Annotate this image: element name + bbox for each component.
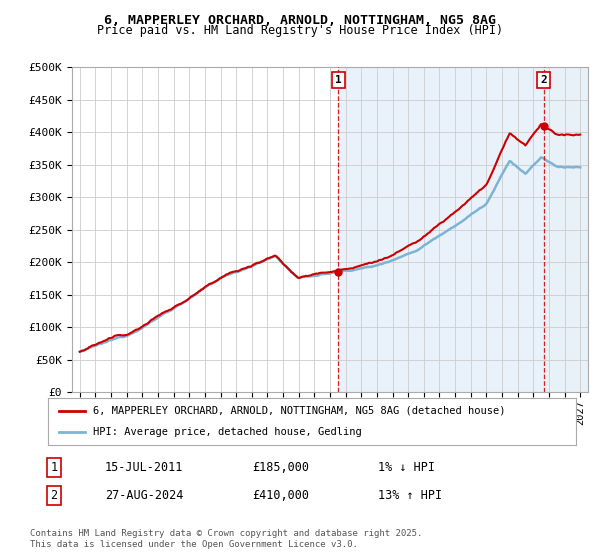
Text: £410,000: £410,000 xyxy=(252,489,309,502)
Text: 27-AUG-2024: 27-AUG-2024 xyxy=(105,489,184,502)
Text: 1: 1 xyxy=(50,461,58,474)
Bar xyxy=(544,67,588,392)
Text: 6, MAPPERLEY ORCHARD, ARNOLD, NOTTINGHAM, NG5 8AG (detached house): 6, MAPPERLEY ORCHARD, ARNOLD, NOTTINGHAM… xyxy=(93,406,505,416)
Text: Contains HM Land Registry data © Crown copyright and database right 2025.
This d: Contains HM Land Registry data © Crown c… xyxy=(30,529,422,549)
Text: 13% ↑ HPI: 13% ↑ HPI xyxy=(378,489,442,502)
Text: 15-JUL-2011: 15-JUL-2011 xyxy=(105,461,184,474)
Text: 1: 1 xyxy=(335,75,342,85)
Bar xyxy=(338,67,544,392)
Text: 2: 2 xyxy=(540,75,547,85)
Text: £185,000: £185,000 xyxy=(252,461,309,474)
Text: HPI: Average price, detached house, Gedling: HPI: Average price, detached house, Gedl… xyxy=(93,427,362,437)
Text: 1% ↓ HPI: 1% ↓ HPI xyxy=(378,461,435,474)
Text: 2: 2 xyxy=(50,489,58,502)
Text: Price paid vs. HM Land Registry's House Price Index (HPI): Price paid vs. HM Land Registry's House … xyxy=(97,24,503,36)
Text: 6, MAPPERLEY ORCHARD, ARNOLD, NOTTINGHAM, NG5 8AG: 6, MAPPERLEY ORCHARD, ARNOLD, NOTTINGHAM… xyxy=(104,14,496,27)
